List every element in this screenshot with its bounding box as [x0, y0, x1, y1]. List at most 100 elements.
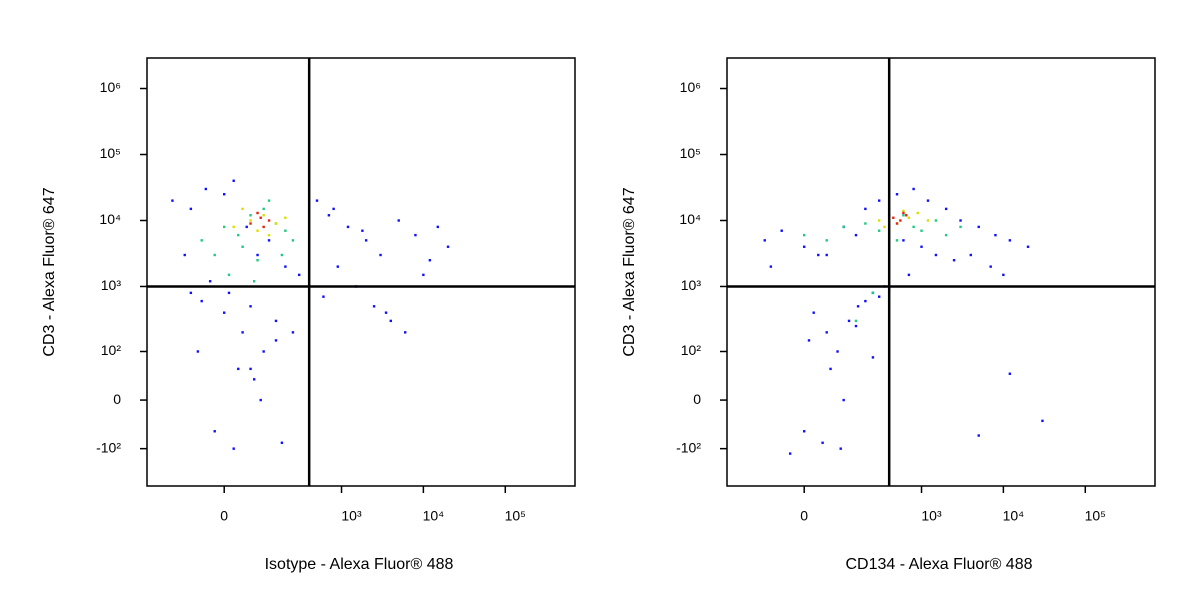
event-dot [332, 207, 335, 211]
event-dot [274, 222, 278, 225]
event-dot [877, 219, 881, 222]
event-dot [208, 280, 212, 283]
event-dot [446, 245, 450, 248]
event-dot [969, 253, 972, 257]
event-dot [422, 273, 425, 277]
event-dot [280, 253, 284, 257]
event-dot [183, 253, 186, 257]
event-dot [267, 239, 271, 242]
event-dot [336, 265, 339, 268]
y-tick-label: -10² [96, 439, 121, 455]
event-dot [291, 239, 295, 242]
event-dot [959, 225, 962, 229]
event-dot [907, 216, 911, 219]
event-dot [249, 214, 252, 217]
y-tick-label: 10³ [681, 277, 702, 293]
event-dot [249, 305, 252, 308]
event-dot [364, 239, 368, 242]
event-dot [204, 187, 208, 191]
event-dot [825, 239, 828, 242]
event-dot [1008, 239, 1012, 242]
y-tick-label: 10⁵ [680, 145, 701, 161]
event-dot [436, 225, 439, 229]
event-dot [414, 233, 417, 237]
event-dot [803, 233, 806, 237]
event-dot [864, 207, 867, 211]
event-dot [213, 253, 216, 257]
event-dot [1008, 372, 1012, 375]
event-dot [812, 311, 815, 314]
event-dot [241, 245, 244, 248]
y-tick-label: 10² [681, 342, 702, 358]
event-dot [854, 233, 858, 237]
event-dot [877, 229, 881, 232]
event-dot [384, 311, 388, 314]
y-axis-title: CD3 - Alexa Fluor® 647 [41, 187, 58, 356]
event-dot [267, 233, 271, 237]
event-dot [877, 295, 881, 298]
event-dot [200, 299, 203, 303]
event-dot [249, 367, 252, 371]
event-dot [189, 207, 193, 211]
event-dot [780, 229, 783, 232]
event-dot [788, 452, 792, 455]
event-dot [346, 225, 350, 229]
y-tick-label: 10⁶ [100, 79, 121, 95]
event-dot [223, 193, 226, 196]
event-dot [916, 211, 919, 215]
event-dot [803, 245, 806, 248]
event-dot [322, 295, 325, 298]
event-dot [847, 319, 851, 323]
event-dot [959, 219, 962, 222]
event-dot [839, 447, 842, 450]
y-tick-label: 10³ [101, 277, 122, 293]
y-tick-label: 10⁴ [99, 211, 121, 227]
x-axis-title: Isotype - Alexa Fluor® 488 [265, 556, 454, 573]
event-dot [926, 199, 930, 202]
event-dot [256, 253, 259, 257]
y-tick-label: 0 [693, 391, 701, 407]
event-dot [284, 216, 287, 219]
event-dot [907, 273, 911, 277]
event-dot [280, 441, 284, 444]
event-dot [994, 233, 997, 237]
y-tick-label: 10² [101, 342, 122, 358]
event-dot [856, 305, 860, 308]
y-tick-label: 10⁴ [679, 211, 701, 227]
event-dot [895, 193, 899, 196]
x-tick-label: 10⁵ [1085, 508, 1106, 524]
event-dot [871, 356, 875, 359]
event-dot [854, 324, 858, 328]
plot-frame [726, 57, 1156, 487]
event-dot [262, 214, 265, 217]
event-dot [223, 225, 226, 229]
event-dot [905, 214, 908, 217]
y-tick-label: -10² [676, 439, 701, 455]
event-dot [262, 225, 265, 229]
event-dot [842, 398, 845, 402]
event-dot [361, 229, 364, 232]
event-dot [291, 331, 295, 334]
event-dot [902, 239, 905, 242]
event-dot [249, 222, 252, 225]
event-dot [315, 199, 319, 202]
event-dot [379, 253, 382, 257]
event-dot [892, 216, 895, 219]
event-dot [252, 280, 256, 283]
event-dot [895, 239, 899, 242]
y-tick-label: 10⁶ [680, 79, 701, 95]
event-dot [825, 331, 828, 334]
event-dot [256, 259, 259, 262]
event-dot [952, 259, 956, 262]
event-dot [297, 273, 301, 277]
event-dot [920, 229, 923, 232]
event-dot [227, 273, 231, 277]
event-dot [397, 219, 400, 222]
event-dot [404, 331, 407, 334]
x-tick-label: 10⁴ [423, 508, 445, 524]
event-dot [842, 225, 845, 229]
event-dot [171, 199, 174, 202]
event-dot [912, 187, 915, 191]
